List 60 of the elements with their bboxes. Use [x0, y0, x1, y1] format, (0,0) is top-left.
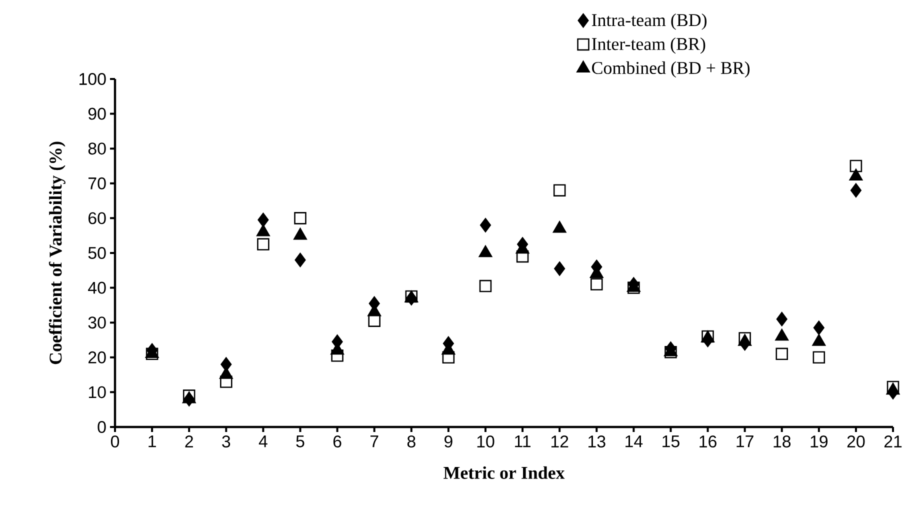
point — [776, 348, 788, 360]
y-tick-label: 40 — [88, 282, 106, 294]
point — [294, 212, 306, 224]
point — [628, 277, 640, 292]
point — [590, 278, 603, 290]
x-tick-label: 18 — [774, 436, 791, 448]
y-tick-label: 10 — [88, 386, 106, 398]
x-tick-label: 17 — [736, 436, 754, 448]
point — [850, 183, 862, 198]
point — [258, 212, 269, 228]
y-tick-label: 50 — [88, 246, 106, 259]
y-tick-label: 80 — [88, 142, 106, 155]
x-tick-label: 16 — [700, 436, 716, 448]
y-tick-label: 70 — [88, 177, 106, 190]
y-tick-label: 0 — [98, 420, 106, 433]
x-tick-label: 19 — [810, 436, 828, 448]
point — [479, 280, 492, 292]
x-tick-label: 6 — [333, 436, 342, 448]
x-tick-label: 0 — [110, 436, 120, 448]
x-tick-label: 10 — [477, 436, 494, 448]
point — [257, 238, 270, 250]
x-tick-label: 8 — [407, 436, 416, 448]
y-tick-label: 30 — [88, 316, 106, 329]
legend-label: Intra-team (BD) — [592, 14, 707, 30]
y-tick-label: 100 — [80, 72, 106, 85]
x-tick-label: 3 — [222, 436, 230, 448]
point — [850, 160, 862, 172]
point — [554, 262, 566, 276]
point — [480, 218, 491, 232]
y-axis-title: Coefficient of Variability (%) — [48, 142, 66, 364]
x-tick-label: 20 — [847, 436, 865, 448]
y-tick-label: 60 — [88, 212, 106, 224]
point — [665, 342, 676, 356]
point — [220, 357, 232, 372]
legend-label: Inter-team (BR) — [592, 37, 706, 54]
y-tick-label: 20 — [88, 351, 106, 364]
y-tick-label: 90 — [88, 108, 106, 120]
point — [516, 250, 529, 263]
point — [813, 320, 824, 335]
x-tick-label: 11 — [515, 436, 530, 448]
x-tick-label: 14 — [626, 436, 643, 448]
point — [184, 392, 195, 406]
x-tick-label: 1 — [148, 436, 156, 448]
x-tick-label: 15 — [662, 436, 680, 448]
point — [442, 351, 455, 364]
x-tick-label: 12 — [551, 436, 568, 448]
legend-label: Combined (BD + BR) — [592, 61, 750, 78]
x-tick-label: 7 — [370, 436, 378, 448]
x-tick-label: 21 — [884, 436, 902, 448]
point — [294, 252, 306, 268]
point — [776, 312, 788, 326]
x-tick-label: 4 — [258, 436, 268, 448]
x-tick-label: 9 — [444, 436, 452, 448]
point — [553, 184, 566, 196]
point — [220, 376, 232, 388]
point — [812, 351, 826, 364]
x-tick-label: 13 — [588, 436, 606, 448]
x-axis-title: Metric or Index — [444, 466, 565, 479]
x-tick-label: 2 — [185, 436, 193, 448]
x-tick-label: 5 — [296, 436, 304, 448]
